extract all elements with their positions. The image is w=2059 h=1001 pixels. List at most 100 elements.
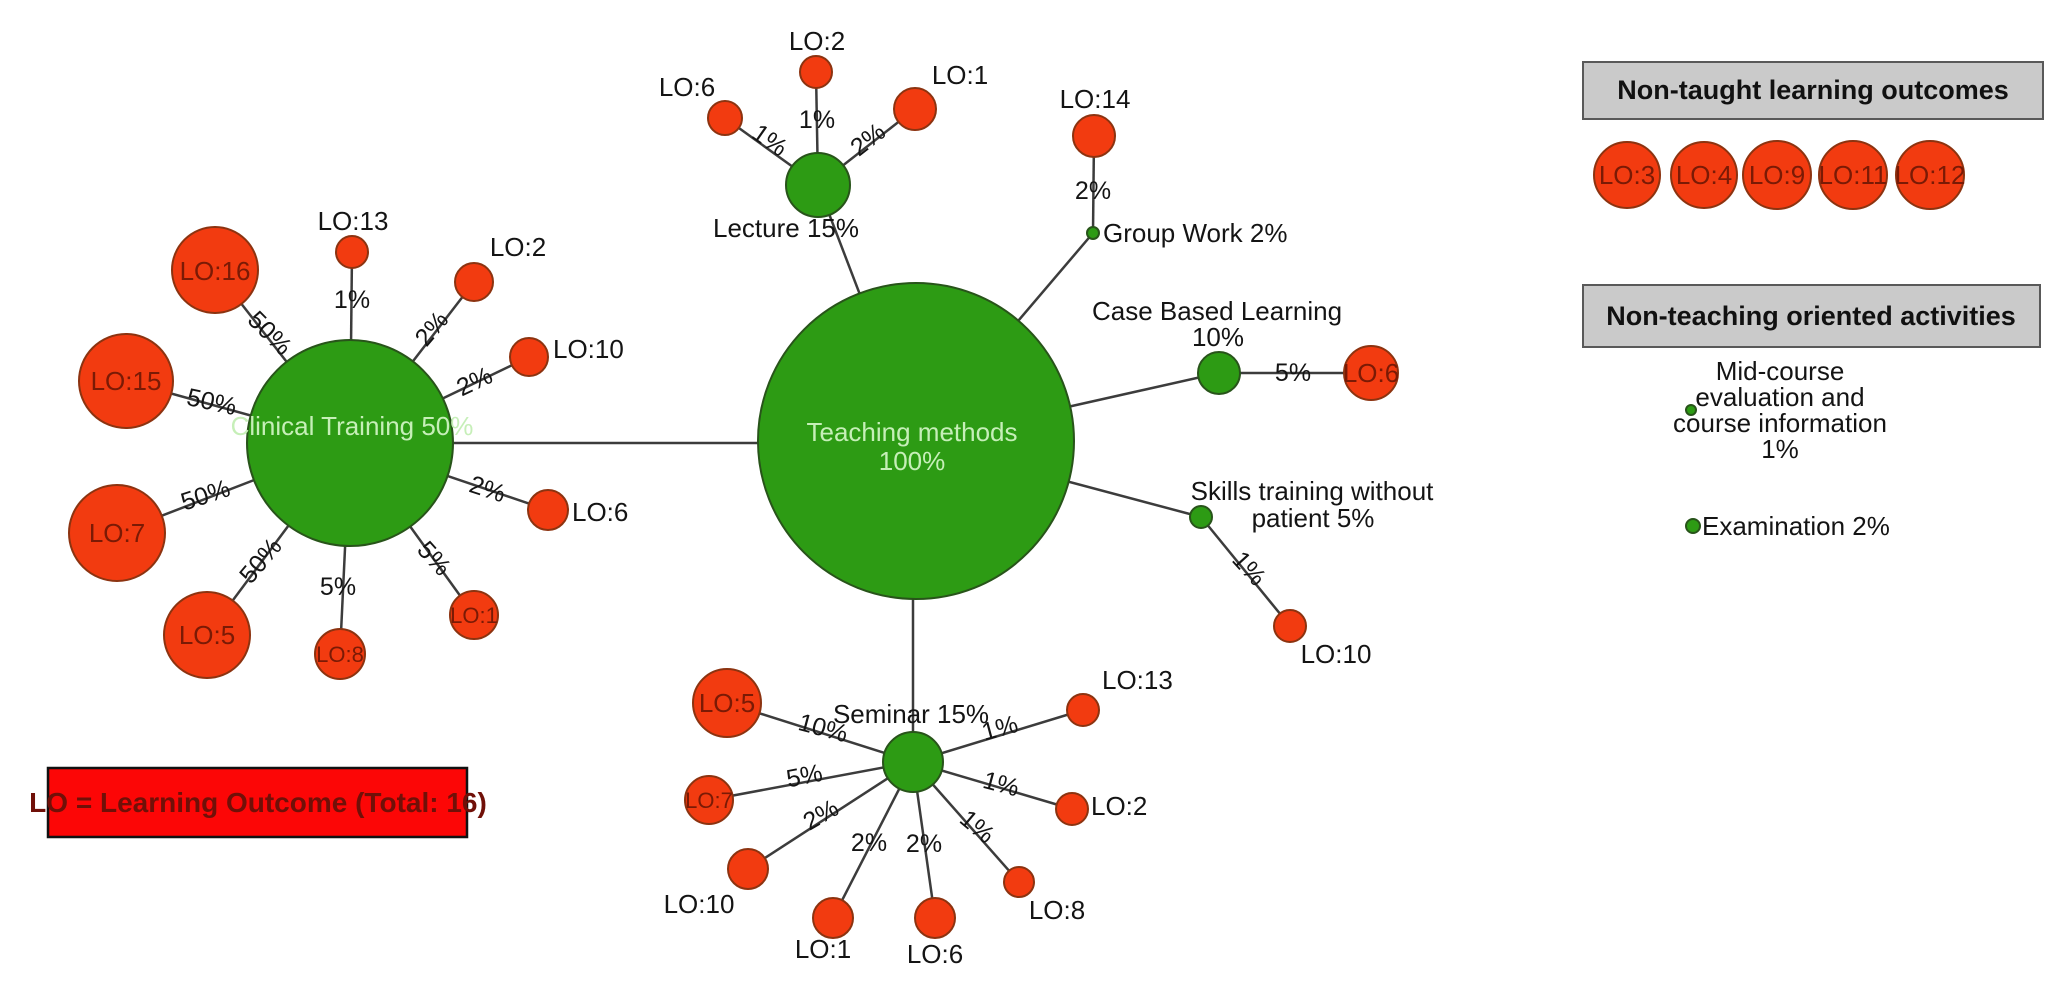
node-seminar-lo2	[1055, 792, 1089, 826]
seminar-lo13-label: LO:13	[1102, 665, 1173, 695]
seminar-lo8-label: LO:8	[1029, 895, 1085, 925]
clinical-lo6-label: LO:6	[572, 497, 628, 527]
non-teaching-header-box	[1582, 284, 2041, 348]
satellite-labels: LO:6 1% LO:2 1% LO:1 2% LO:14 2% LO:6 5%…	[89, 26, 1399, 969]
nontaught-lo3-label: LO:3	[1599, 160, 1655, 190]
seminar-lo6-label: LO:6	[907, 939, 963, 969]
clinical-lo1-label: LO:1	[450, 603, 498, 628]
node-seminar-lo10	[727, 848, 769, 890]
node-clinical-training	[246, 339, 454, 547]
node-clinical-lo15	[78, 333, 174, 429]
node-group-work	[1086, 226, 1100, 240]
node-clinical-lo2	[454, 262, 494, 302]
groupwork-lo14-pct: 2%	[1075, 177, 1111, 205]
node-lecture	[785, 152, 851, 218]
group-work-label: Group Work 2%	[1103, 218, 1287, 248]
clinical-lo10-label: LO:10	[553, 334, 624, 364]
footnote-box	[46, 766, 469, 839]
node-clinical-lo7	[68, 484, 166, 582]
nontaught-lo4-label: LO:4	[1676, 160, 1732, 190]
node-groupwork-lo14	[1072, 114, 1116, 158]
clinical-lo2-pct: 2%	[410, 306, 455, 352]
node-skills-lo10	[1273, 609, 1307, 643]
lecture-lo6-pct: 1%	[747, 119, 793, 163]
mid-course-line2: evaluation and	[1695, 382, 1864, 412]
node-seminar-lo8	[1003, 866, 1035, 898]
node-clinical-lo5	[163, 591, 251, 679]
node-clinical-lo10	[509, 337, 549, 377]
legend-non-teaching: Non-teaching oriented activities Mid-cou…	[1582, 284, 2041, 541]
groupwork-lo14-label: LO:14	[1060, 84, 1131, 114]
hub-nodes	[246, 152, 1241, 793]
node-seminar-lo1	[812, 897, 854, 939]
clinical-lo10-pct: 2%	[452, 361, 497, 402]
lecture-label: Lecture 15%	[713, 213, 859, 243]
node-clinical-lo13	[335, 235, 369, 269]
clinical-lo5-pct: 50%	[234, 533, 288, 589]
clinical-lo8-pct: 5%	[320, 573, 356, 601]
seminar-lo5-label: LO:5	[699, 688, 755, 718]
lecture-lo2-pct: 1%	[799, 106, 835, 134]
footnote-text: LO = Learning Outcome (Total: 16)	[29, 787, 487, 818]
skills-lo10-label: LO:10	[1301, 639, 1372, 669]
non-taught-header-text: Non-taught learning outcomes	[1617, 75, 2009, 105]
seminar-lo10-pct: 2%	[798, 794, 843, 836]
node-skills-training	[1189, 505, 1213, 529]
node-seminar-lo7	[684, 775, 734, 825]
casebased-lo6-pct: 5%	[1275, 359, 1311, 387]
node-seminar	[882, 731, 944, 793]
seminar-lo8-pct: 1%	[954, 805, 1000, 850]
casebased-lo6-label: LO:6	[1343, 358, 1399, 388]
seminar-lo1-pct: 2%	[851, 829, 887, 857]
case-based-label-line1: Case Based Learning	[1092, 296, 1342, 326]
seminar-lo6-pct: 2%	[906, 830, 942, 858]
skills-label-line2: patient 5%	[1252, 503, 1375, 533]
clinical-training-label: Clinical Training 50%	[231, 411, 474, 441]
seminar-lo2-pct: 1%	[980, 766, 1022, 802]
node-seminar-lo13	[1066, 693, 1100, 727]
node-lecture-lo2	[799, 55, 833, 89]
case-based-label-line2: 10%	[1192, 322, 1244, 352]
node-clinical-lo1	[449, 590, 499, 640]
node-lecture-lo6	[707, 100, 743, 136]
node-nontaught-lo11	[1818, 140, 1888, 210]
node-mid-course-dot	[1685, 404, 1697, 416]
footnote: LO = Learning Outcome (Total: 16)	[29, 766, 487, 839]
nontaught-lo11-label: LO:11	[1819, 160, 1888, 190]
clinical-lo13-label: LO:13	[318, 206, 389, 236]
seminar-label: Seminar 15%	[833, 699, 989, 729]
satellite-nodes	[68, 55, 1399, 939]
lecture-lo2-label: LO:2	[789, 26, 845, 56]
non-teaching-header-text: Non-teaching oriented activities	[1606, 301, 2016, 331]
lecture-lo1-pct: 2%	[845, 118, 891, 162]
non-taught-header-box	[1582, 61, 2044, 120]
node-nontaught-lo9	[1742, 140, 1812, 210]
node-teaching-methods	[757, 282, 1075, 600]
edge-seminar-lo10	[747, 760, 914, 871]
node-clinical-lo6	[527, 489, 569, 531]
clinical-lo7-label: LO:7	[89, 518, 145, 548]
nontaught-lo9-label: LO:9	[1749, 160, 1805, 190]
clinical-lo5-label: LO:5	[179, 620, 235, 650]
clinical-lo16-label: LO:16	[180, 256, 251, 286]
teaching-methods-label: Teaching methods	[806, 417, 1017, 447]
lecture-lo1-label: LO:1	[932, 60, 988, 90]
clinical-lo15-label: LO:15	[91, 366, 162, 396]
examination-label: Examination 2%	[1702, 511, 1890, 541]
node-clinical-lo8	[314, 628, 366, 680]
node-clinical-lo16	[171, 226, 259, 314]
hub-labels: Teaching methods 100% Clinical Training …	[231, 213, 1435, 729]
node-seminar-lo6	[914, 897, 956, 939]
node-nontaught-lo3	[1593, 141, 1661, 209]
node-examination-dot	[1685, 518, 1701, 534]
node-seminar-lo5	[692, 668, 762, 738]
clinical-lo8-label: LO:8	[316, 642, 364, 667]
edge-seminar-lo7	[708, 760, 914, 802]
seminar-lo10-label: LO:10	[664, 889, 735, 919]
node-lecture-lo1	[893, 87, 937, 131]
mid-course-line3: course information	[1673, 408, 1887, 438]
clinical-lo7-pct: 50%	[177, 474, 233, 516]
clinical-lo6-pct: 2%	[466, 470, 509, 508]
lecture-lo6-label: LO:6	[659, 72, 715, 102]
